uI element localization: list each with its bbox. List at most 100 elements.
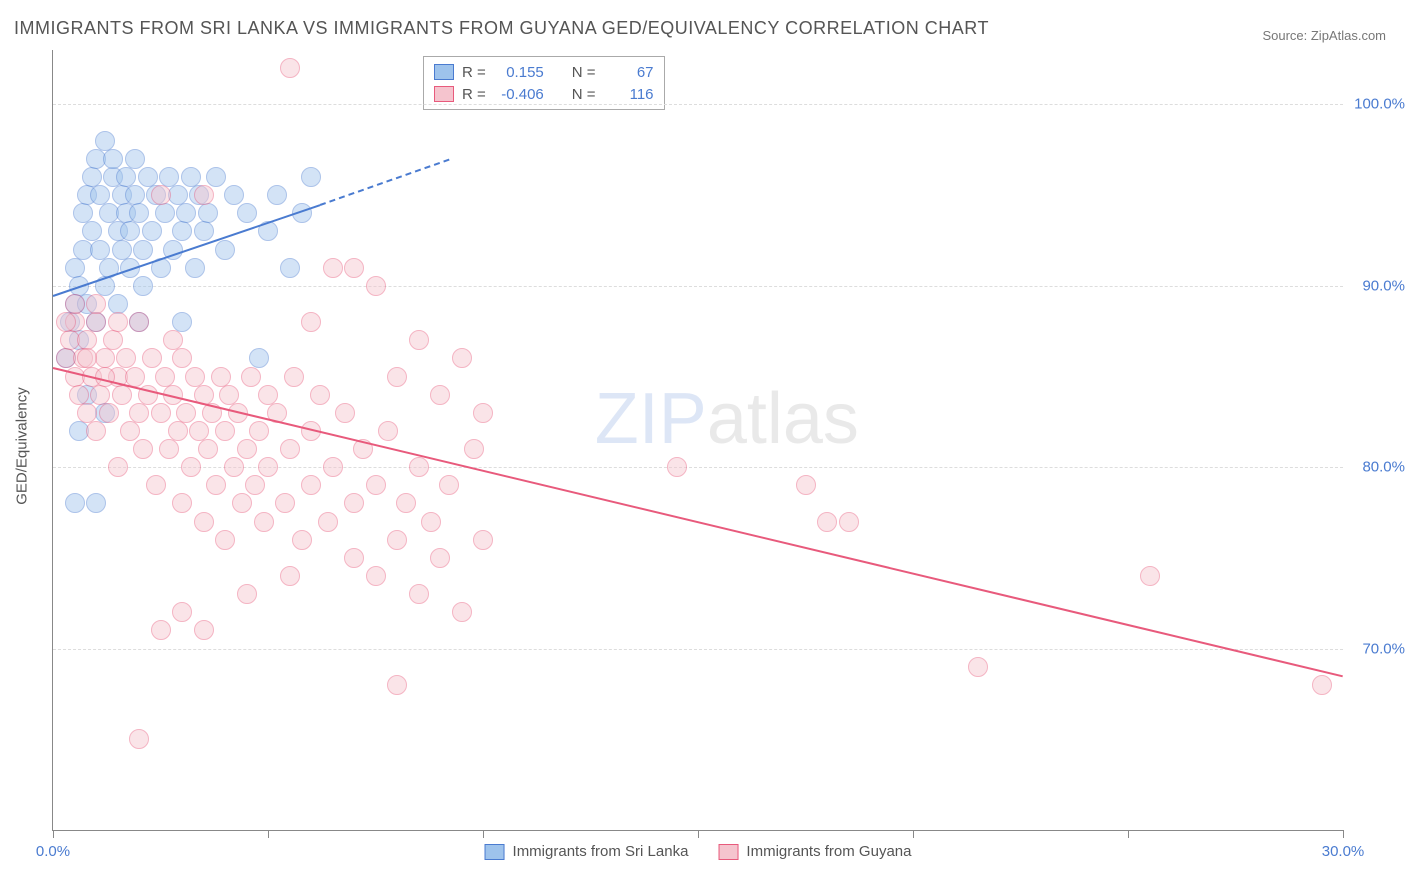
trend-line: [53, 367, 1343, 677]
x-tick-label: 0.0%: [36, 843, 70, 860]
data-point: [86, 312, 106, 332]
data-point: [237, 439, 257, 459]
r-value: -0.406: [494, 86, 544, 103]
watermark-light: atlas: [707, 379, 859, 459]
data-point: [301, 475, 321, 495]
data-point: [473, 403, 493, 423]
data-point: [409, 330, 429, 350]
data-point: [396, 493, 416, 513]
data-point: [176, 203, 196, 223]
data-point: [206, 167, 226, 187]
plot-area: ZIPatlas R =0.155N =67R =-0.406N =116 Im…: [52, 50, 1343, 831]
data-point: [310, 385, 330, 405]
data-point: [112, 385, 132, 405]
data-point: [452, 602, 472, 622]
data-point: [387, 367, 407, 387]
data-point: [245, 475, 265, 495]
data-point: [86, 421, 106, 441]
data-point: [90, 240, 110, 260]
data-point: [133, 240, 153, 260]
data-point: [172, 602, 192, 622]
y-axis-label: GED/Equivalency: [14, 387, 31, 505]
data-point: [151, 185, 171, 205]
data-point: [280, 566, 300, 586]
data-point: [155, 203, 175, 223]
data-point: [473, 530, 493, 550]
data-point: [125, 185, 145, 205]
data-point: [172, 348, 192, 368]
data-point: [133, 276, 153, 296]
x-tick: [1128, 830, 1129, 838]
data-point: [82, 167, 102, 187]
data-point: [159, 167, 179, 187]
n-label: N =: [572, 86, 596, 103]
data-point: [366, 475, 386, 495]
data-point: [194, 221, 214, 241]
r-label: R =: [462, 64, 486, 81]
y-tick-label: 100.0%: [1350, 96, 1405, 113]
data-point: [280, 439, 300, 459]
data-point: [129, 203, 149, 223]
data-point: [387, 530, 407, 550]
y-tick-label: 70.0%: [1350, 640, 1405, 657]
data-point: [241, 367, 261, 387]
n-value: 116: [604, 86, 654, 103]
data-point: [237, 584, 257, 604]
watermark: ZIPatlas: [595, 378, 859, 460]
data-point: [86, 493, 106, 513]
data-point: [211, 367, 231, 387]
data-point: [206, 475, 226, 495]
data-point: [409, 457, 429, 477]
legend-swatch: [718, 844, 738, 860]
y-tick-label: 90.0%: [1350, 277, 1405, 294]
x-tick: [913, 830, 914, 838]
gridline: [53, 649, 1343, 650]
data-point: [176, 403, 196, 423]
data-point: [464, 439, 484, 459]
data-point: [77, 330, 97, 350]
data-point: [116, 348, 136, 368]
data-point: [77, 348, 97, 368]
data-point: [116, 167, 136, 187]
data-point: [168, 421, 188, 441]
data-point: [366, 566, 386, 586]
data-point: [258, 385, 278, 405]
x-tick-label: 30.0%: [1322, 843, 1365, 860]
data-point: [452, 348, 472, 368]
data-point: [301, 312, 321, 332]
data-point: [56, 312, 76, 332]
data-point: [194, 512, 214, 532]
data-point: [151, 403, 171, 423]
data-point: [181, 167, 201, 187]
data-point: [95, 348, 115, 368]
data-point: [335, 403, 355, 423]
data-point: [125, 149, 145, 169]
data-point: [839, 512, 859, 532]
data-point: [159, 439, 179, 459]
data-point: [112, 240, 132, 260]
trend-line-dashed: [319, 159, 449, 206]
data-point: [138, 167, 158, 187]
gridline: [53, 104, 1343, 105]
data-point: [275, 493, 295, 513]
data-point: [108, 294, 128, 314]
data-point: [172, 493, 192, 513]
x-tick: [483, 830, 484, 838]
data-point: [103, 330, 123, 350]
y-tick-label: 80.0%: [1350, 459, 1405, 476]
n-value: 67: [604, 64, 654, 81]
series-legend: Immigrants from Sri LankaImmigrants from…: [485, 843, 912, 860]
data-point: [168, 185, 188, 205]
data-point: [90, 385, 110, 405]
data-point: [129, 729, 149, 749]
legend-item: Immigrants from Sri Lanka: [485, 843, 689, 860]
x-tick: [1343, 830, 1344, 838]
data-point: [120, 421, 140, 441]
data-point: [237, 203, 257, 223]
legend-row: R =0.155N =67: [434, 61, 654, 83]
data-point: [344, 258, 364, 278]
watermark-bold: ZIP: [595, 379, 707, 459]
chart-container: IMMIGRANTS FROM SRI LANKA VS IMMIGRANTS …: [0, 0, 1406, 892]
data-point: [172, 221, 192, 241]
data-point: [108, 312, 128, 332]
